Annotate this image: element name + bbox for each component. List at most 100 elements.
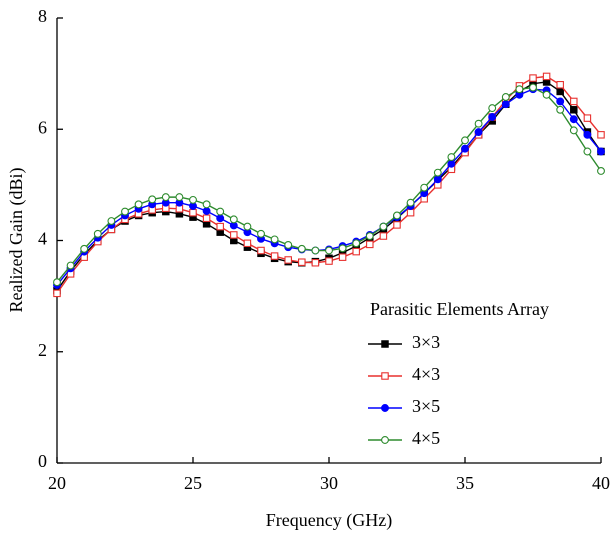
marker [311, 246, 320, 255]
marker [148, 195, 157, 204]
legend-marker [381, 372, 389, 380]
marker [325, 246, 333, 255]
y-tick-label: 2 [38, 340, 47, 360]
marker [230, 231, 238, 239]
marker [556, 97, 565, 106]
marker [433, 175, 442, 184]
marker [311, 258, 320, 267]
marker [366, 240, 374, 249]
marker [529, 74, 537, 82]
marker [202, 207, 211, 215]
marker [229, 215, 238, 224]
legend-marker [381, 436, 389, 444]
marker [202, 200, 211, 209]
legend-marker [381, 340, 389, 348]
marker [80, 244, 89, 253]
marker [66, 261, 75, 270]
y-tick-label: 8 [38, 6, 47, 26]
marker [175, 193, 184, 202]
marker [597, 131, 605, 139]
marker [379, 222, 388, 231]
marker [161, 193, 170, 202]
marker [202, 214, 211, 223]
marker [474, 119, 483, 128]
x-tick-label: 20 [48, 473, 66, 493]
marker [352, 247, 360, 256]
y-tick-label: 6 [38, 117, 47, 137]
marker [216, 222, 224, 231]
marker [134, 200, 143, 209]
marker [189, 208, 197, 217]
marker [515, 85, 524, 94]
marker [243, 239, 252, 248]
marker [297, 244, 306, 253]
marker [569, 115, 578, 124]
marker [556, 87, 564, 96]
legend-label: 4×5 [412, 428, 440, 448]
marker [570, 97, 578, 106]
marker [406, 198, 415, 207]
marker [284, 256, 292, 264]
marker [501, 93, 510, 101]
marker [338, 244, 347, 253]
y-axis-label: Realized Gain (dBi) [6, 168, 27, 313]
y-tick-label: 4 [38, 229, 47, 249]
marker [53, 289, 61, 298]
marker [529, 83, 537, 92]
marker [447, 159, 456, 168]
marker [93, 229, 102, 238]
marker [597, 167, 605, 175]
marker [325, 257, 333, 265]
marker [298, 258, 306, 266]
marker [474, 128, 483, 136]
marker [583, 114, 592, 122]
marker [393, 211, 401, 220]
marker [488, 104, 497, 113]
marker [488, 113, 497, 121]
marker [216, 207, 225, 216]
marker [542, 90, 551, 99]
legend-title: Parasitic Elements Array [370, 299, 549, 319]
marker [379, 232, 388, 240]
marker [583, 147, 592, 156]
marker [597, 147, 605, 156]
marker [121, 207, 129, 216]
x-tick-label: 40 [592, 473, 610, 493]
legend-marker [381, 404, 389, 412]
marker [433, 168, 442, 177]
marker [243, 222, 252, 231]
marker [556, 105, 565, 114]
marker [365, 232, 374, 241]
legend-label: 3×3 [412, 332, 440, 352]
marker [447, 153, 456, 162]
marker [352, 239, 361, 248]
x-tick-label: 25 [184, 473, 202, 493]
x-tick-label: 35 [456, 473, 474, 493]
marker [107, 217, 116, 225]
legend-label: 4×3 [412, 364, 440, 384]
x-axis-label: Frequency (GHz) [266, 510, 392, 531]
marker [556, 81, 564, 89]
y-tick-label: 0 [38, 451, 47, 471]
marker [257, 246, 265, 255]
marker [189, 195, 197, 204]
marker [338, 253, 347, 261]
marker [53, 278, 61, 287]
marker [257, 229, 265, 238]
marker [270, 235, 279, 244]
marker [216, 214, 225, 223]
marker [420, 183, 429, 192]
marker [501, 100, 510, 109]
marker [569, 126, 578, 135]
marker [393, 221, 401, 229]
marker [270, 252, 279, 260]
marker [570, 106, 578, 114]
marker [542, 72, 551, 81]
marker [583, 130, 592, 139]
marker [284, 241, 293, 249]
marker [406, 208, 415, 217]
marker [461, 136, 469, 145]
x-tick-label: 30 [320, 473, 338, 493]
marker [461, 144, 469, 153]
